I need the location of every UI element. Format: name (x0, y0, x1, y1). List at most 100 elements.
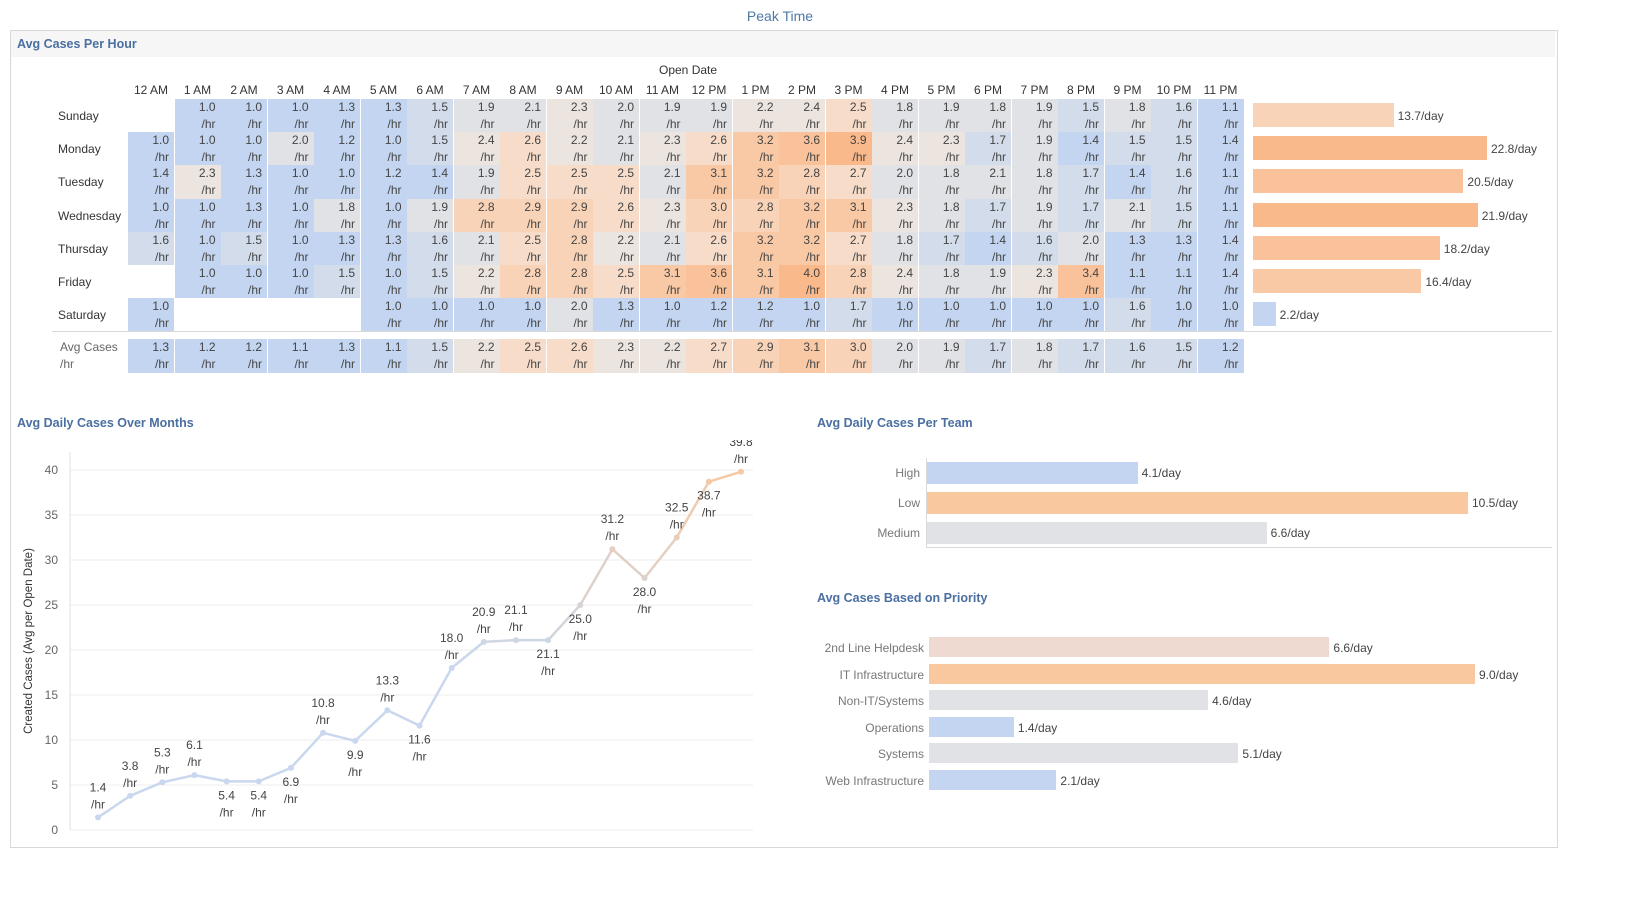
day-label: Thursday (58, 241, 109, 256)
heatmap-cell: 2.0/hr (1058, 231, 1104, 265)
heatmap-cell: 1.9/hr (639, 99, 686, 133)
heatmap-cell: 1.7/hr (1058, 198, 1104, 232)
day-total-label: 21.9/day (1481, 208, 1528, 223)
heatmap-cell: 1.3/hr (360, 99, 407, 133)
hour-header: 4 AM (323, 83, 351, 97)
heatmap-cell: 1.6/hr (1011, 231, 1058, 265)
hour-header: 8 AM (509, 83, 537, 97)
heatmap-cell: 1.7/hr (965, 198, 1011, 232)
heatmap-cell: 1.9/hr (686, 99, 732, 133)
heatmap-cell: 2.5/hr (500, 231, 546, 265)
avg-row-cell: 2.2/hr (639, 339, 686, 373)
heatmap-cell: 1.3/hr (221, 165, 267, 199)
data-label-unit: /hr (348, 765, 362, 779)
heatmap-cell: 1.2/hr (686, 298, 732, 332)
heatmap-cell: 1.9/hr (1011, 132, 1058, 166)
heatmap-cell: 2.8/hr (546, 265, 593, 299)
avg-row-cell: 1.2/hr (1197, 339, 1244, 373)
heatmap-cell: 1.5/hr (407, 99, 453, 133)
avg-row-cell: 2.6/hr (546, 339, 593, 373)
team-chart-title: Avg Daily Cases Per Team (817, 416, 973, 430)
avg-row-cell: 1.2/hr (221, 339, 267, 373)
data-label: 20.9 (472, 605, 496, 619)
heatmap-cell: 1.4/hr (1197, 132, 1244, 166)
data-label-unit: /hr (412, 750, 426, 764)
heatmap-cell: 2.5/hr (546, 165, 593, 199)
heatmap-cell: 1.4/hr (1058, 132, 1104, 166)
data-label-unit: /hr (509, 620, 523, 634)
heatmap-cell: 1.8/hr (314, 198, 360, 232)
line-segment (418, 666, 453, 727)
hour-header: 7 AM (462, 83, 491, 97)
heatmap-cell: 1.8/hr (918, 198, 965, 232)
heatmap-cell: 2.1/hr (500, 99, 546, 133)
heatmap-cell: 1.9/hr (453, 99, 500, 133)
heatmap-cell: 2.2/hr (732, 99, 779, 133)
line-segment (353, 709, 389, 743)
day-label: Friday (58, 275, 92, 289)
heatmap-cell: 1.0/hr (174, 132, 221, 166)
heatmap-cell: 1.3/hr (360, 231, 407, 265)
data-label-unit: /hr (573, 629, 587, 643)
heatmap-cell: 3.2/hr (779, 198, 825, 232)
heatmap-cell: 2.9/hr (546, 198, 593, 232)
bar-category-label: Medium (877, 526, 920, 540)
hour-header: 10 PM (1156, 83, 1192, 97)
data-label: 6.9 (283, 775, 300, 789)
y-tick-label: 25 (45, 598, 59, 612)
data-label: 6.1 (186, 738, 203, 752)
heatmap-cell: 1.7/hr (1058, 165, 1104, 199)
y-tick-label: 15 (45, 688, 59, 702)
heatmap-cell: 1.0/hr (174, 231, 221, 265)
y-tick-label: 20 (45, 643, 59, 657)
heatmap-cell: 2.6/hr (500, 132, 546, 166)
hour-header: 5 AM (369, 83, 398, 97)
avg-row-cell: 1.3/hr (128, 339, 174, 373)
day-total-bar (1253, 269, 1422, 293)
day-label: Sunday (58, 109, 99, 123)
line-segment (675, 480, 711, 539)
bar-value-label: 4.1/day (1141, 466, 1181, 480)
heatmap-cell: 1.0/hr (128, 198, 174, 232)
heatmap-cell: 1.8/hr (918, 165, 965, 199)
heatmap-cell: 1.0/hr (267, 165, 314, 199)
heatmap-cell: 1.0/hr (965, 298, 1011, 332)
hour-header: 9 AM (555, 83, 584, 97)
heatmap-cell: 1.8/hr (872, 231, 918, 265)
heatmap-cell: 1.0/hr (267, 99, 314, 133)
data-label-unit: /hr (155, 762, 169, 776)
heatmap-cell: 2.1/hr (453, 231, 500, 265)
heatmap-cell: 1.0/hr (779, 298, 825, 332)
data-label: 25.0 (569, 612, 593, 626)
dashboard-title: Peak Time (746, 8, 814, 24)
heatmap-cell: 1.0/hr (1011, 298, 1058, 332)
heatmap-cell: 1.0/hr (221, 132, 267, 166)
avg-row-cell: 1.6/hr (1104, 339, 1151, 373)
avg-row-cell: 2.5/hr (500, 339, 546, 373)
hour-header: 7 PM (1020, 83, 1049, 97)
heatmap-cell: 2.0/hr (546, 298, 593, 332)
avg-row-cell: 3.1/hr (779, 339, 825, 373)
heatmap-cell: 1.0/hr (453, 298, 500, 332)
heatmap-cell: 1.6/hr (407, 231, 453, 265)
heatmap-cell: 2.8/hr (500, 265, 546, 299)
day-total-bar (1253, 235, 1440, 260)
bar-category-label: IT Infrastructure (839, 667, 924, 682)
heatmap-cell: 2.8/hr (779, 165, 825, 199)
line-segment (579, 547, 614, 607)
y-tick-label: 40 (45, 463, 59, 477)
heatmap-cell: 1.0/hr (314, 165, 360, 199)
heatmap-cell: 1.0/hr (407, 298, 453, 332)
line-segment (257, 766, 293, 783)
heatmap-cell: 1.0/hr (872, 298, 918, 332)
day-label: Monday (58, 142, 101, 157)
data-label: 31.2 (601, 512, 625, 526)
heatmap-cell: 1.0/hr (1151, 298, 1197, 332)
heatmap-cell: 2.1/hr (965, 165, 1011, 199)
avg-row-cell: 2.9/hr (732, 339, 779, 373)
bar-baseline (926, 547, 1552, 548)
heatmap-cell: 1.2/hr (360, 165, 407, 199)
data-point (384, 707, 391, 714)
heatmap-cell: 1.0/hr (500, 298, 546, 332)
heatmap-cell: 1.9/hr (965, 265, 1011, 299)
